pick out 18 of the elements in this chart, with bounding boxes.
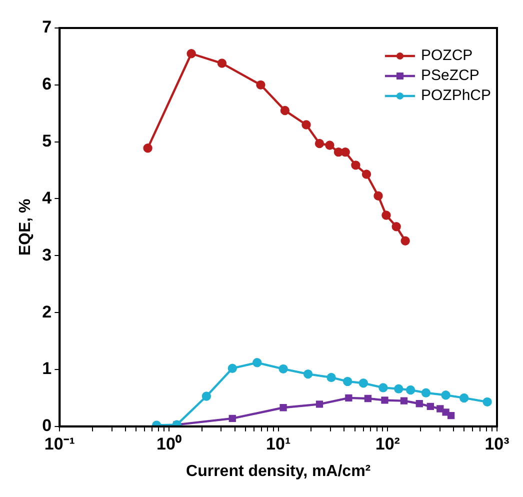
legend-label: PSeZCP: [420, 67, 480, 84]
y-tick-label: 3: [42, 245, 52, 264]
y-tick-label: 2: [42, 302, 52, 322]
y-tick-label: 0: [42, 416, 52, 436]
x-axis-title: Current density, mA/cm²: [186, 462, 371, 480]
y-tick-label: 7: [42, 18, 52, 37]
y-tick-label: 5: [42, 132, 52, 151]
y-axis-title: EQE, %: [17, 198, 34, 256]
x-tick-label: 10⁰: [156, 434, 182, 454]
legend-label: POZCP: [420, 47, 473, 64]
legend-label: POZPhCP: [420, 87, 492, 104]
x-tick-label: 10³: [484, 434, 510, 454]
x-tick-label: 10⁻¹: [44, 434, 76, 454]
y-tick-label: 4: [42, 188, 52, 208]
x-tick-label: 10¹: [266, 434, 291, 454]
x-tick-label: 10²: [375, 434, 400, 454]
y-tick-label: 1: [42, 359, 52, 378]
y-tick-label: 6: [42, 74, 52, 94]
